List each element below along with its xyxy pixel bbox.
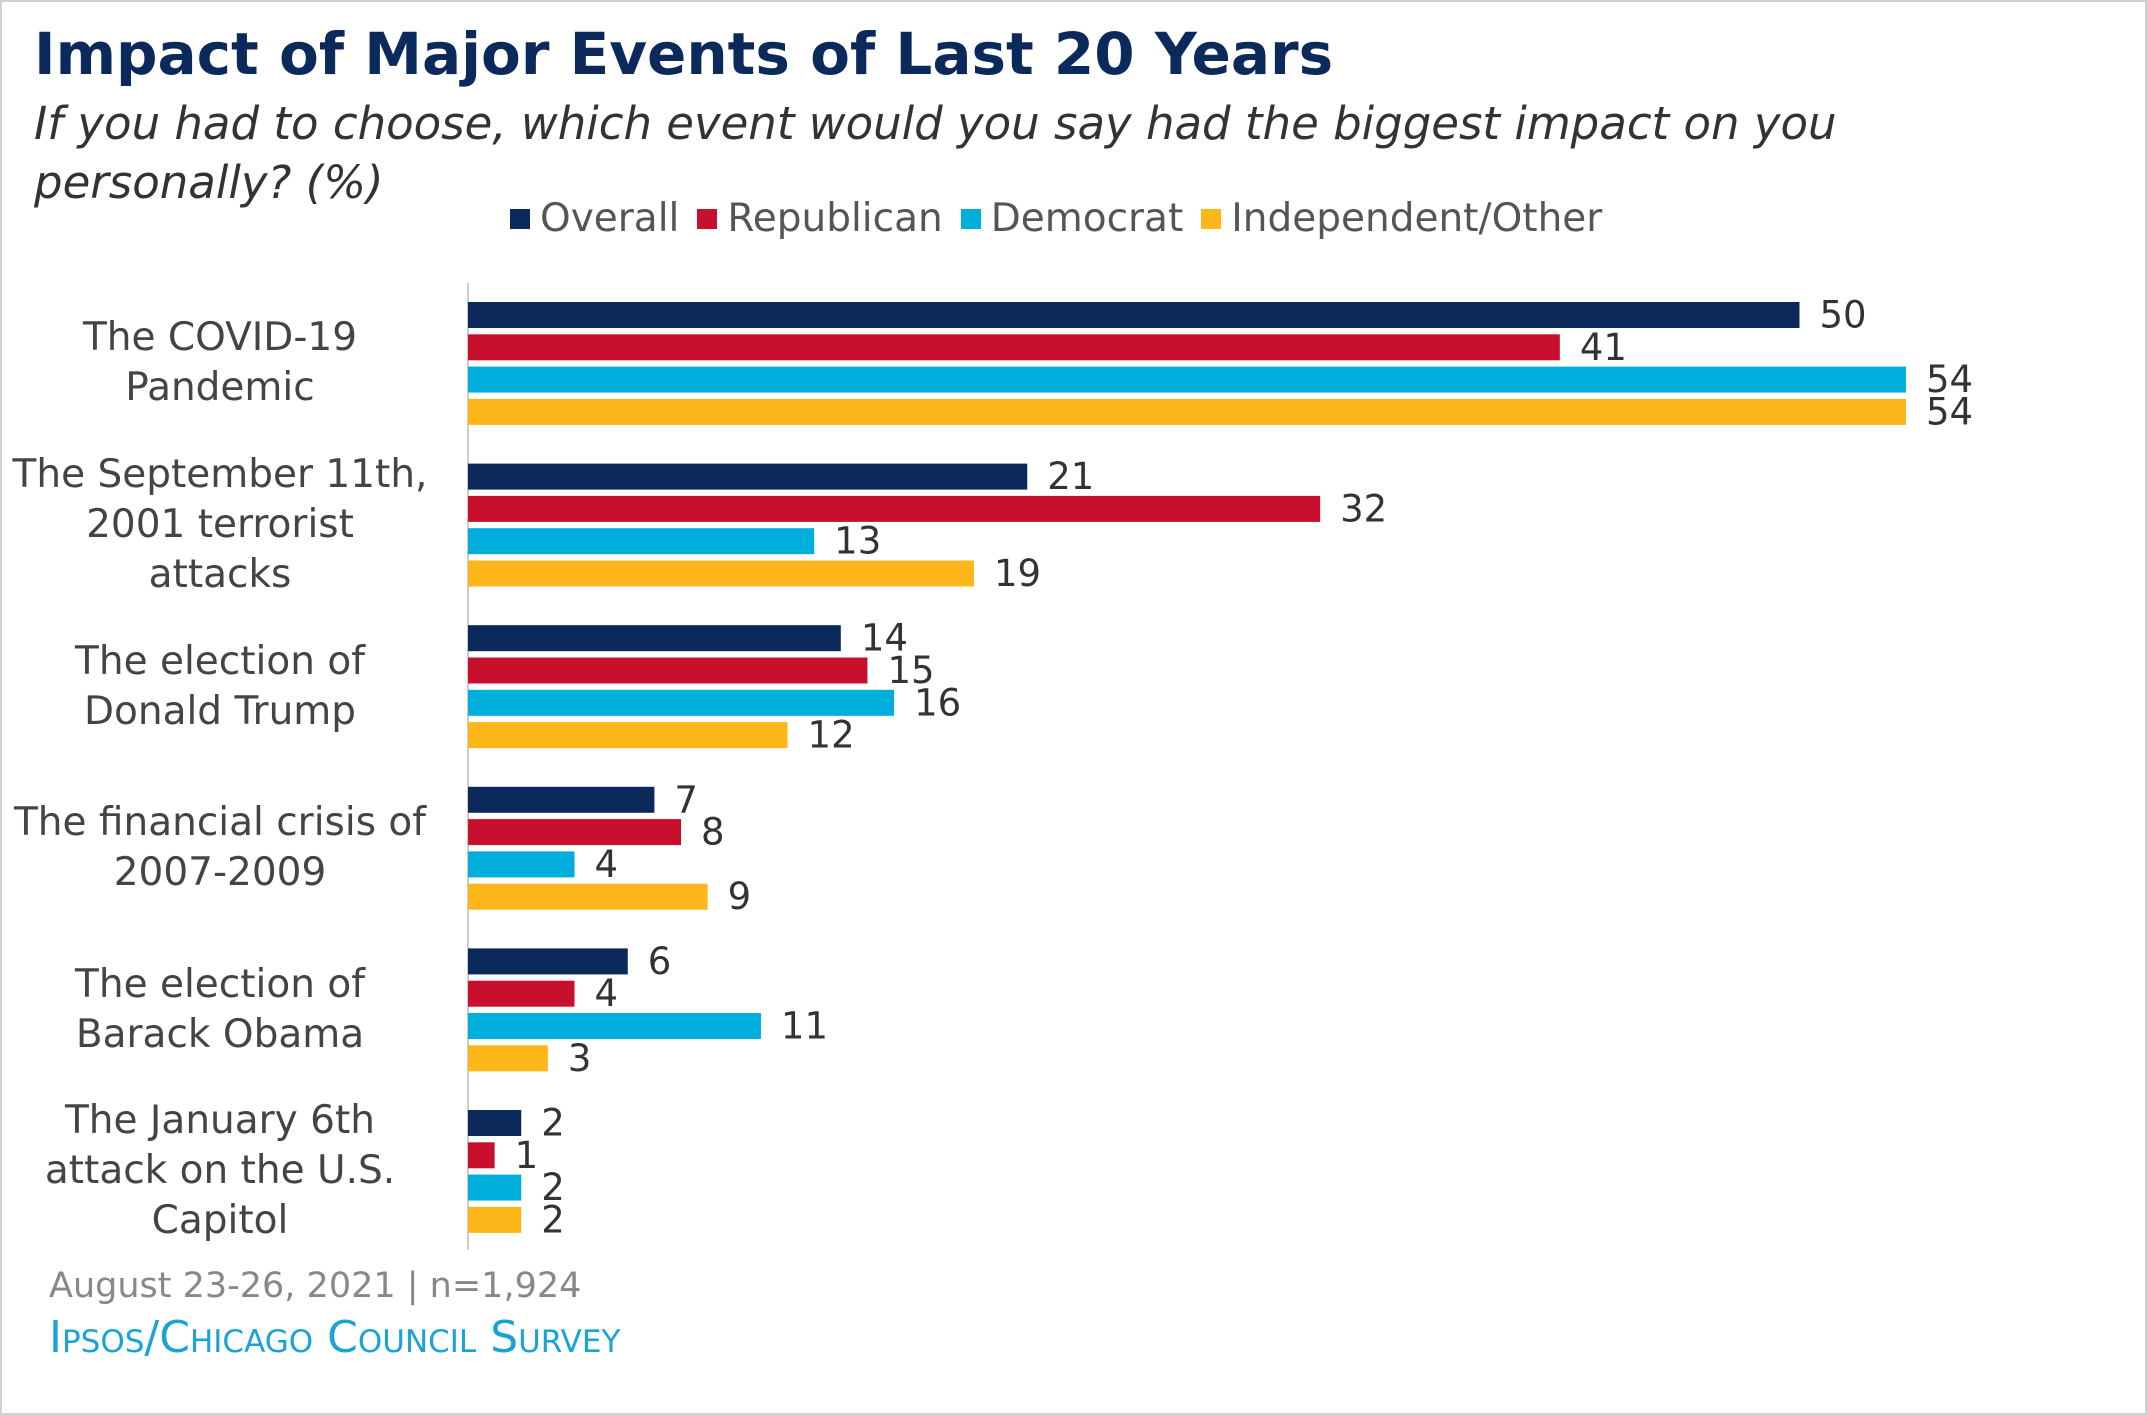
legend-item: Overall: [510, 196, 679, 241]
legend-swatch: [510, 208, 530, 229]
category-label: The COVID-19 Pandemic: [82, 315, 358, 411]
value-label: 2: [541, 1102, 565, 1145]
bar: [468, 302, 1800, 328]
source: Ipsos/Chicago Council Survey: [49, 1312, 621, 1363]
bar: [468, 657, 868, 684]
footnote: August 23-26, 2021 | n=1,924: [49, 1266, 582, 1306]
value-label: 8: [701, 811, 725, 854]
value-label: 6: [648, 940, 672, 983]
value-label: 50: [1819, 294, 1866, 337]
bar: [468, 398, 1906, 425]
bar: [468, 625, 841, 652]
legend-label: Republican: [727, 196, 943, 241]
bar: [468, 560, 974, 587]
value-label: 2: [541, 1198, 565, 1241]
bar: [468, 948, 628, 975]
value-label: 54: [1926, 358, 1973, 401]
value-label: 11: [781, 1005, 828, 1048]
bar: [468, 1045, 548, 1072]
value-label: 3: [568, 1037, 592, 1080]
bar: [468, 819, 682, 846]
bar: [468, 786, 655, 813]
legend-swatch: [697, 208, 718, 229]
value-label: 1: [515, 1134, 539, 1177]
value-label: 7: [674, 778, 698, 821]
legend-swatch: [1201, 208, 1222, 229]
legend-label: Overall: [540, 196, 680, 241]
value-label: 13: [834, 520, 881, 563]
value-label: 16: [914, 681, 961, 724]
bar: [468, 366, 1906, 393]
category-label: The election of Donald Trump: [75, 638, 365, 734]
chart-subtitle: If you had to choose, which event would …: [34, 97, 1837, 209]
value-label: 19: [994, 552, 1041, 595]
bar: [468, 495, 1321, 522]
value-label: 21: [1047, 455, 1094, 498]
category-label: The election of Barack Obama: [75, 961, 365, 1057]
bar: [468, 1142, 495, 1169]
legend-label: Independent/Other: [1231, 196, 1603, 241]
category-label: The financial crisis of 2007-2009: [13, 800, 426, 896]
chart-title: Impact of Major Events of Last 20 Years: [34, 20, 1334, 88]
bar: [468, 689, 895, 716]
legend-label: Democrat: [990, 196, 1184, 241]
legend-item: Independent/Other: [1201, 196, 1602, 241]
bar: [468, 980, 575, 1007]
bar: [468, 1110, 522, 1136]
category-label: The September 11th, 2001 terrorist attac…: [12, 452, 428, 598]
value-label: 15: [887, 649, 934, 692]
value-label: 41: [1580, 326, 1627, 369]
bar: [468, 722, 788, 749]
legend: Overall Republican Democrat Independent/Oth…: [510, 196, 1602, 241]
category-label: The January 6th attack on the U.S. Capit…: [44, 1098, 396, 1244]
bar: [468, 1013, 761, 1039]
bar: [468, 1174, 522, 1201]
legend-swatch: [960, 208, 981, 229]
value-label: 32: [1340, 487, 1387, 530]
bar: [468, 883, 708, 910]
legend-item: Republican: [697, 196, 943, 241]
bar: [468, 851, 575, 878]
bar: [468, 334, 1560, 361]
value-label: 12: [808, 714, 855, 757]
value-label: 4: [595, 972, 619, 1015]
value-label: 4: [595, 843, 619, 886]
legend-item: Democrat: [960, 196, 1184, 241]
value-label: 14: [861, 617, 908, 660]
bar: [468, 463, 1028, 490]
value-label: 9: [728, 875, 752, 918]
value-label: 54: [1926, 390, 1973, 433]
value-label: 2: [541, 1166, 565, 1209]
bar: [468, 528, 815, 555]
bar: [468, 1206, 522, 1233]
